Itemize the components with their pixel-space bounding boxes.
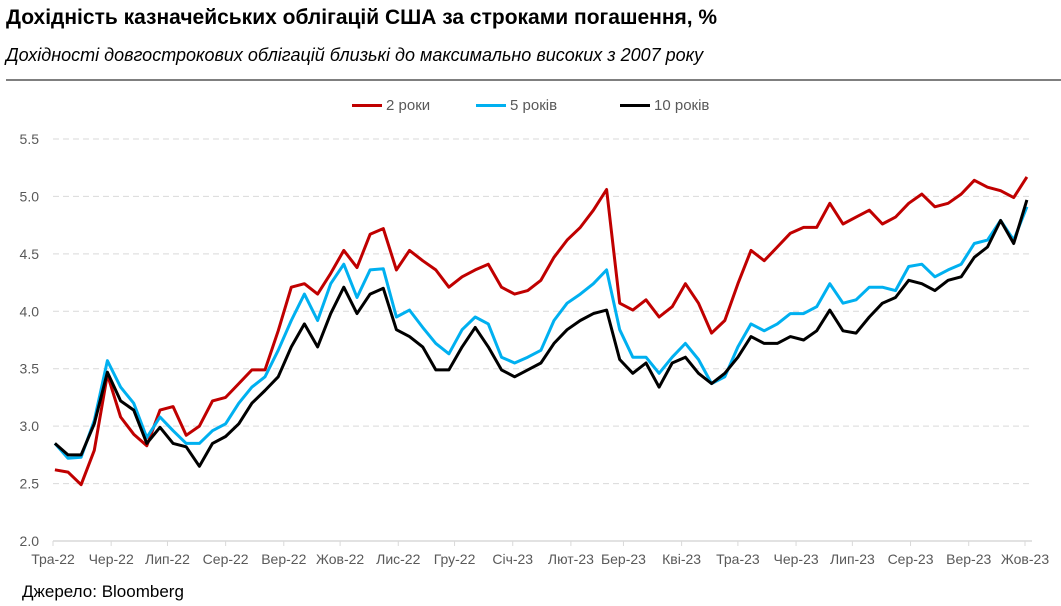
legend-swatch-5y — [476, 103, 506, 107]
x-tick-label: Лис-22 — [376, 551, 420, 567]
chart-title: Дохідність казначейських облігацій США з… — [6, 6, 718, 29]
x-tick-label: Бер-23 — [601, 551, 646, 567]
source-note: Джерело: Bloomberg — [22, 582, 184, 601]
y-tick-label: 3.5 — [20, 361, 40, 377]
x-tick-label: Січ-23 — [492, 551, 533, 567]
x-tick-label: Сер-23 — [888, 551, 934, 567]
x-tick-label: Чер-22 — [89, 551, 134, 567]
x-tick-label: Кві-23 — [662, 551, 701, 567]
series-line-5y — [53, 206, 1029, 460]
legend-item-2y: 2 роки — [352, 95, 430, 115]
chart-subtitle: Дохідності довгострокових облігацій близ… — [6, 45, 704, 65]
y-tick-label: 4.5 — [20, 246, 40, 262]
x-tick-label: Тра-22 — [31, 551, 75, 567]
x-tick-label: Сер-22 — [203, 551, 249, 567]
series-line-2y — [54, 176, 1029, 487]
y-tick-label: 2.0 — [20, 533, 40, 549]
x-tick-label: Жов-23 — [1001, 551, 1049, 567]
y-tick-label: 5.0 — [20, 188, 40, 204]
y-tick-label: 3.0 — [20, 418, 40, 434]
legend-label-5y: 5 років — [510, 96, 558, 114]
x-tick-label: Лип-22 — [145, 551, 190, 567]
title-divider — [6, 79, 1061, 81]
x-tick-label: Вер-22 — [261, 551, 306, 567]
y-tick-label: 4.0 — [20, 303, 40, 319]
series-line-10y — [53, 199, 1029, 468]
legend-label-10y: 10 років — [654, 96, 710, 114]
legend-label-2y: 2 роки — [386, 96, 431, 114]
legend-swatch-2y — [352, 103, 382, 107]
x-tick-label: Вер-23 — [946, 551, 991, 567]
x-tick-label: Жов-22 — [316, 551, 364, 567]
legend-item-10y: 10 років — [620, 95, 709, 115]
x-tick-label: Лип-23 — [830, 551, 875, 567]
x-tick-label: Чер-23 — [774, 551, 819, 567]
y-tick-label: 2.5 — [20, 476, 40, 492]
x-tick-label: Лют-23 — [548, 551, 594, 567]
legend-swatch-10y — [620, 103, 650, 107]
legend-item-5y: 5 років — [476, 95, 557, 115]
x-tick-label: Гру-22 — [434, 551, 476, 567]
y-tick-label: 5.5 — [20, 131, 40, 147]
x-tick-label: Тра-23 — [716, 551, 760, 567]
